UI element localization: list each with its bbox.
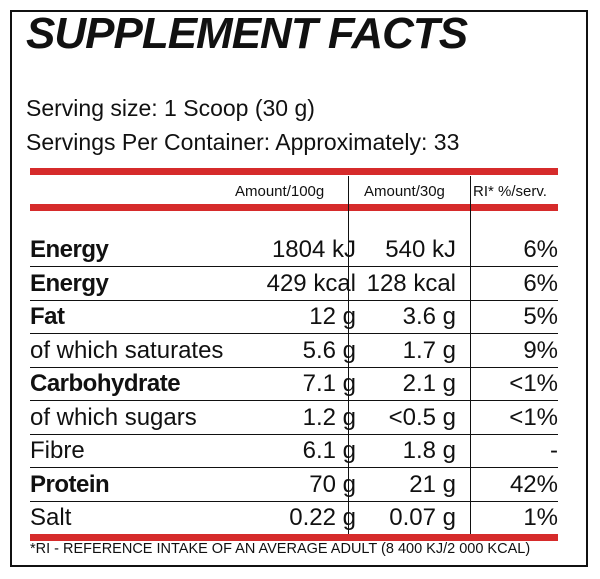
nutrient-label: Energy [30,236,109,263]
ri-percent: 42% [509,470,558,498]
amount-per-30g: 128 kcal [366,269,456,297]
header-amount-30g: Amount/30g [364,183,445,200]
row-divider [30,433,558,435]
ri-percent: - [550,437,558,464]
table-row: Energy 1804 kJ 540 kJ 6% [30,233,558,266]
table-row: Fibre 6.1 g 1.8 g - [30,434,558,467]
nutrient-label: of which saturates [30,336,224,364]
ri-percent: 6% [523,269,558,297]
amount-per-30g: <0.5 g [388,403,456,431]
ri-percent: <1% [509,370,558,397]
column-divider [348,176,349,534]
panel-title: SUPPLEMENT FACTS [26,9,468,58]
nutrient-label: Protein [30,470,110,498]
ri-percent: 9% [523,336,558,364]
amount-per-100g: 0.22 g [289,504,356,531]
supplement-facts-panel [10,10,588,567]
ri-percent: 1% [523,504,558,531]
amount-per-30g: 3.6 g [402,303,456,330]
row-divider [30,266,558,267]
amount-per-30g: 0.07 g [389,504,456,531]
table-row: Energy 429 kcal 128 kcal 6% [30,267,558,300]
row-divider [30,299,558,301]
amount-per-30g: 1.7 g [402,336,456,364]
nutrient-label: Carbohydrate [30,370,181,397]
nutrient-label: Fat [30,303,65,330]
nutrient-label: Energy [30,269,109,297]
amount-per-100g: 1804 kJ [271,236,356,263]
nutrient-label: of which sugars [30,403,197,431]
red-divider-top [30,168,558,175]
serving-size: Serving size: 1 Scoop (30 g) [26,95,315,121]
amount-per-100g: 1.2 g [302,403,356,431]
amount-per-30g: 21 g [409,470,456,498]
row-divider [30,467,558,468]
amount-per-100g: 7.1 g [302,370,356,397]
row-divider [30,366,558,368]
ri-percent: 5% [523,303,558,330]
red-divider-bottom [30,534,558,541]
row-divider [30,333,558,334]
amount-per-30g: 2.1 g [402,370,456,397]
header-ri-percent: RI* %/serv. [473,183,547,200]
row-divider [30,400,558,401]
column-divider [470,176,471,534]
amount-per-100g: 429 kcal [266,269,356,297]
table-row: of which sugars 1.2 g <0.5 g <1% [30,401,558,434]
ri-percent: 6% [523,236,558,263]
table-row: Salt 0.22 g 0.07 g 1% [30,501,558,534]
amount-per-100g: 5.6 g [302,336,356,364]
amount-per-100g: 6.1 g [302,437,356,464]
table-row: of which saturates 5.6 g 1.7 g 9% [30,334,558,367]
table-row: Protein 70 g 21 g 42% [30,468,558,501]
servings-per-container: Servings Per Container: Approximately: 3… [26,129,460,155]
table-row: Fat 12 g 3.6 g 5% [30,300,558,333]
header-amount-100g: Amount/100g [235,183,325,200]
nutrient-label: Salt [30,504,72,531]
red-divider-header [30,204,558,211]
table-row: Carbohydrate 7.1 g 2.1 g <1% [30,367,558,400]
row-divider [30,500,558,502]
ri-percent: <1% [509,403,558,431]
footnote: *RI - REFERENCE INTAKE OF AN AVERAGE ADU… [30,541,531,557]
amount-per-30g: 1.8 g [402,437,456,464]
nutrient-label: Fibre [30,437,85,464]
amount-per-30g: 540 kJ [385,236,456,263]
